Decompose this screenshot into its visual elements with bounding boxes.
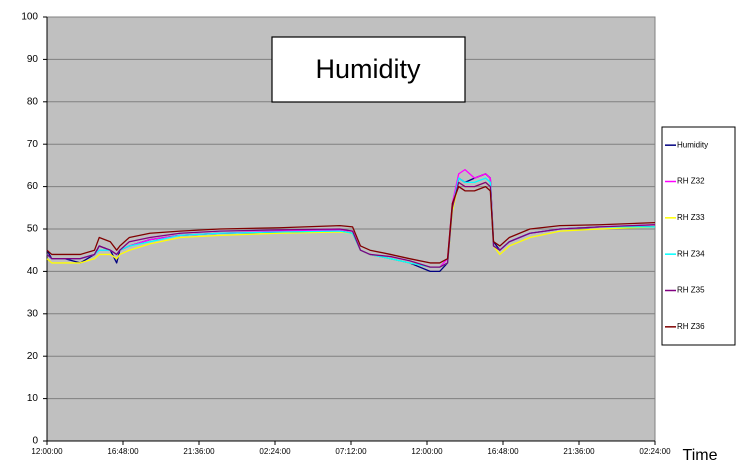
- legend-label: RH Z36: [677, 322, 705, 331]
- legend-label: RH Z33: [677, 213, 705, 222]
- legend-label: Humidity: [677, 140, 708, 149]
- x-tick-label: 16:48:00: [107, 447, 139, 456]
- legend-label: RH Z34: [677, 249, 705, 258]
- y-tick-label: 70: [27, 139, 39, 150]
- x-tick-label: 21:36:00: [183, 447, 215, 456]
- legend-box: [661, 126, 736, 346]
- x-tick-label: 12:00:00: [411, 447, 443, 456]
- y-tick-label: 80: [27, 96, 39, 107]
- chart-title: Humidity: [315, 54, 421, 84]
- y-tick-label: 60: [27, 181, 39, 192]
- legend-label: RH Z32: [677, 177, 705, 186]
- y-tick-label: 10: [27, 393, 39, 404]
- y-tick-label: 50: [27, 224, 39, 235]
- x-tick-label: 02:24:00: [259, 447, 291, 456]
- y-tick-label: 90: [27, 54, 39, 65]
- x-axis-label: Time: [683, 447, 718, 464]
- x-tick-label: 07:12:00: [335, 447, 367, 456]
- y-tick-label: 30: [27, 308, 39, 319]
- y-tick-label: 20: [27, 351, 39, 362]
- x-tick-label: 16:48:00: [487, 447, 519, 456]
- y-tick-label: 100: [21, 12, 38, 23]
- title-box: [271, 36, 466, 103]
- y-tick-label: 40: [27, 266, 39, 277]
- x-tick-label: 21:36:00: [563, 447, 595, 456]
- y-tick-label: 0: [32, 436, 38, 447]
- legend-label: RH Z35: [677, 286, 705, 295]
- series-line: [46, 181, 656, 268]
- x-tick-label: 12:00:00: [31, 447, 63, 456]
- x-tick-label: 02:24:00: [639, 447, 671, 456]
- series-line: [46, 185, 656, 264]
